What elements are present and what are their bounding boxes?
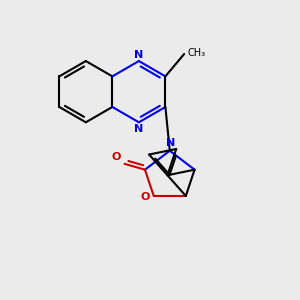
- Text: O: O: [141, 192, 150, 203]
- Text: O: O: [112, 152, 121, 162]
- Text: N: N: [134, 50, 143, 60]
- Text: N: N: [134, 124, 143, 134]
- Text: N: N: [166, 138, 175, 148]
- Text: CH₃: CH₃: [187, 48, 205, 58]
